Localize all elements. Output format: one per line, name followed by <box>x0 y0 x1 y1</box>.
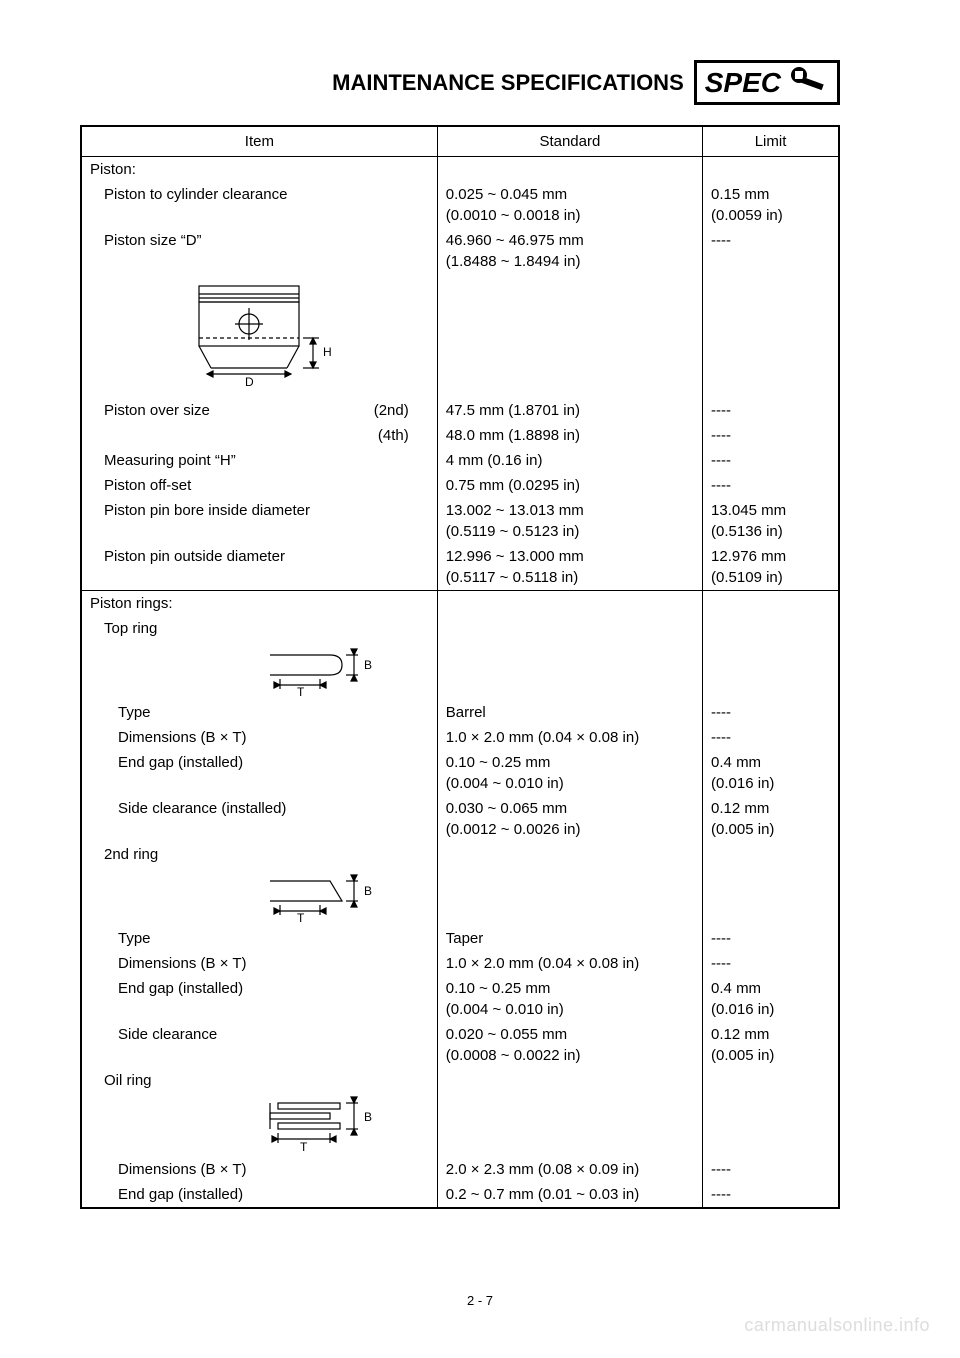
spec-badge: SPEC <box>694 60 840 105</box>
second-ring-heading: 2nd ring <box>90 844 158 865</box>
row-std2: (0.004 ~ 0.010 in) <box>446 1001 564 1018</box>
row-lim: 0.15 mm <box>711 186 769 203</box>
row-std: 0.10 ~ 0.25 mm <box>446 980 551 997</box>
row-std2: (0.5117 ~ 0.5118 in) <box>446 569 578 586</box>
row-std: 4 mm (0.16 in) <box>437 448 702 473</box>
row-std: Taper <box>437 926 702 951</box>
row-lim: ---- <box>703 1182 839 1208</box>
row-lim2: (0.005 in) <box>711 1047 774 1064</box>
page-number: 2 - 7 <box>0 1293 960 1308</box>
piston-heading: Piston: <box>81 157 437 183</box>
svg-text:T: T <box>297 911 305 924</box>
row-lim: ---- <box>711 232 731 249</box>
row-item: Type <box>90 702 151 723</box>
row-lim: ---- <box>703 398 839 423</box>
row-std: 0.020 ~ 0.055 mm <box>446 1026 567 1043</box>
oil-ring-heading: Oil ring <box>90 1070 152 1091</box>
row-lim: 0.4 mm <box>711 980 761 997</box>
row-lim: 13.045 mm <box>711 502 786 519</box>
row-std2: (0.0008 ~ 0.0022 in) <box>446 1047 581 1064</box>
row-item: Measuring point “H” <box>90 450 236 471</box>
row-lim2: (0.0059 in) <box>711 207 783 224</box>
row-lim2: (0.016 in) <box>711 775 774 792</box>
row-std2: (1.8488 ~ 1.8494 in) <box>446 253 581 270</box>
row-std: 0.10 ~ 0.25 mm <box>446 754 551 771</box>
row-std2: (0.004 ~ 0.010 in) <box>446 775 564 792</box>
row-item: Piston to cylinder clearance <box>90 184 287 205</box>
row-item: Type <box>90 928 151 949</box>
col-standard: Standard <box>437 126 702 157</box>
row-lim: ---- <box>703 473 839 498</box>
svg-text:B: B <box>364 1110 372 1124</box>
row-std2: (0.5119 ~ 0.5123 in) <box>446 523 580 540</box>
row-std: 48.0 mm (1.8898 in) <box>437 423 702 448</box>
row-item: Piston over size <box>90 400 210 421</box>
row-std: 1.0 × 2.0 mm (0.04 × 0.08 in) <box>437 725 702 750</box>
row-item: Dimensions (B × T) <box>90 1159 247 1180</box>
spec-table: Item Standard Limit Piston: Piston to cy… <box>80 125 840 1209</box>
row-lim: ---- <box>703 423 839 448</box>
page-title: MAINTENANCE SPECIFICATIONS <box>332 70 694 96</box>
row-lim: 0.12 mm <box>711 800 769 817</box>
piston-diagram: D H <box>81 274 437 398</box>
row-std: 1.0 × 2.0 mm (0.04 × 0.08 in) <box>437 951 702 976</box>
watermark: carmanualsonline.info <box>744 1315 930 1336</box>
row-item: End gap (installed) <box>90 1184 243 1205</box>
row-item: Piston pin bore inside diameter <box>90 500 310 521</box>
oversize-4th: (4th) <box>378 425 429 446</box>
row-item: Piston pin outside diameter <box>90 546 285 567</box>
row-item: Dimensions (B × T) <box>90 953 247 974</box>
row-std: 47.5 mm (1.8701 in) <box>437 398 702 423</box>
row-item: End gap (installed) <box>90 752 243 773</box>
row-std: 0.030 ~ 0.065 mm <box>446 800 567 817</box>
spec-badge-text: SPEC <box>705 67 781 99</box>
row-lim: ---- <box>703 725 839 750</box>
piston-h-label: H <box>323 345 332 359</box>
row-std2: (0.0012 ~ 0.0026 in) <box>446 821 581 838</box>
row-std: 13.002 ~ 13.013 mm <box>446 502 584 519</box>
row-item: Piston off-set <box>90 475 191 496</box>
row-std: 46.960 ~ 46.975 mm <box>446 232 584 249</box>
svg-text:B: B <box>364 658 372 672</box>
col-limit: Limit <box>703 126 839 157</box>
piston-d-label: D <box>245 375 254 389</box>
rings-heading: Piston rings: <box>81 591 437 617</box>
row-lim: ---- <box>703 448 839 473</box>
row-item: Side clearance (installed) <box>90 798 286 819</box>
row-lim: 0.4 mm <box>711 754 761 771</box>
row-lim: ---- <box>703 951 839 976</box>
svg-text:B: B <box>364 884 372 898</box>
row-lim2: (0.005 in) <box>711 821 774 838</box>
top-ring-diagram: B T <box>81 641 437 700</box>
row-std2: (0.0010 ~ 0.0018 in) <box>446 207 581 224</box>
row-lim: 0.12 mm <box>711 1026 769 1043</box>
wrench-icon <box>789 65 829 100</box>
row-lim: ---- <box>703 926 839 951</box>
svg-text:T: T <box>297 685 305 698</box>
row-lim: 12.976 mm <box>711 548 786 565</box>
row-std: 12.996 ~ 13.000 mm <box>446 548 584 565</box>
row-std: Barrel <box>437 700 702 725</box>
row-lim2: (0.016 in) <box>711 1001 774 1018</box>
row-std: 2.0 × 2.3 mm (0.08 × 0.09 in) <box>437 1157 702 1182</box>
top-ring-heading: Top ring <box>90 618 157 639</box>
row-item: Piston size “D” <box>90 230 202 251</box>
second-ring-diagram: B T <box>81 867 437 926</box>
row-std: 0.75 mm (0.0295 in) <box>437 473 702 498</box>
row-lim2: (0.5109 in) <box>711 569 783 586</box>
row-lim2: (0.5136 in) <box>711 523 783 540</box>
oil-ring-diagram: B T <box>81 1093 437 1157</box>
row-item: End gap (installed) <box>90 978 243 999</box>
row-std: 0.2 ~ 0.7 mm (0.01 ~ 0.03 in) <box>437 1182 702 1208</box>
row-lim: ---- <box>703 1157 839 1182</box>
oversize-2nd: (2nd) <box>374 400 429 421</box>
row-item: Side clearance <box>90 1024 217 1045</box>
row-lim: ---- <box>703 700 839 725</box>
row-std: 0.025 ~ 0.045 mm <box>446 186 567 203</box>
row-item: Dimensions (B × T) <box>90 727 247 748</box>
col-item: Item <box>81 126 437 157</box>
page-header: MAINTENANCE SPECIFICATIONS SPEC <box>80 60 840 105</box>
svg-text:T: T <box>300 1140 308 1154</box>
